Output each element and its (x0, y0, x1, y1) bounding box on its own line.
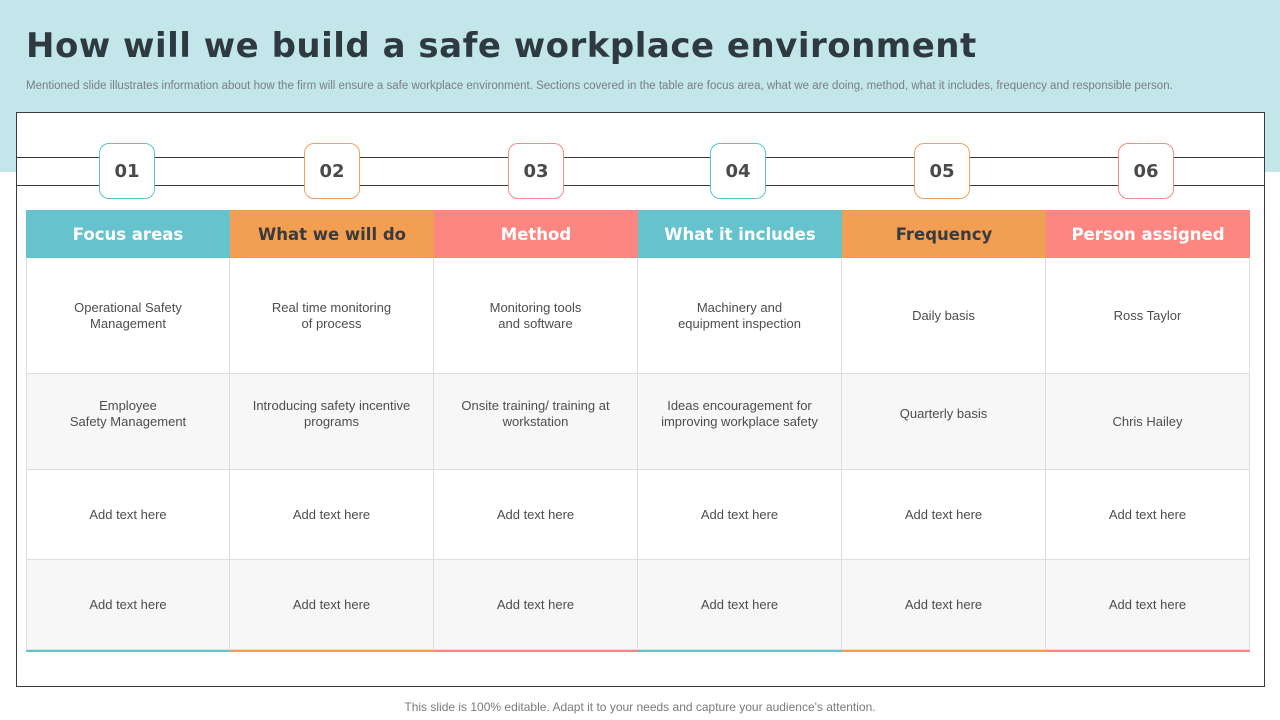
step-line-bottom (16, 185, 1265, 186)
table-cell: Monitoring tools and software (434, 258, 638, 374)
step-line-top (16, 157, 1265, 158)
step-badge-02: 02 (304, 143, 360, 199)
table-cell: Chris Hailey (1046, 374, 1250, 470)
table-cell: Daily basis (842, 258, 1046, 374)
table-cell: Employee Safety Management (26, 374, 230, 470)
table-cell: Add text here (26, 560, 230, 650)
table-cell: Ideas encouragement for improving workpl… (638, 374, 842, 470)
table-bottom-accent (26, 650, 1250, 652)
step-badge-03: 03 (508, 143, 564, 199)
table-cell: Add text here (434, 560, 638, 650)
table-row: Employee Safety Management Introducing s… (26, 374, 1250, 470)
header-focus-areas: Focus areas (26, 210, 230, 258)
header-person-assigned: Person assigned (1046, 210, 1250, 258)
table-row: Add text here Add text here Add text her… (26, 470, 1250, 560)
table-cell: Add text here (638, 470, 842, 560)
table-cell: Onsite training/ training at workstation (434, 374, 638, 470)
table-cell: Quarterly basis (842, 374, 1046, 470)
table-cell: Add text here (434, 470, 638, 560)
table-cell: Operational Safety Management (26, 258, 230, 374)
table-header-row: Focus areas What we will do Method What … (26, 210, 1250, 258)
table-cell: Add text here (230, 470, 434, 560)
step-badge-06: 06 (1118, 143, 1174, 199)
table-cell: Add text here (638, 560, 842, 650)
header-method: Method (434, 210, 638, 258)
table-row: Operational Safety Management Real time … (26, 258, 1250, 374)
table-cell: Real time monitoring of process (230, 258, 434, 374)
header-frequency: Frequency (842, 210, 1046, 258)
workplace-safety-table: Focus areas What we will do Method What … (26, 210, 1250, 652)
table-cell: Introducing safety incentive programs (230, 374, 434, 470)
header-what-it-includes: What it includes (638, 210, 842, 258)
footer-note: This slide is 100% editable. Adapt it to… (404, 700, 876, 714)
step-badge-04: 04 (710, 143, 766, 199)
step-badge-01: 01 (99, 143, 155, 199)
table-cell: Add text here (842, 470, 1046, 560)
table-row: Add text here Add text here Add text her… (26, 560, 1250, 650)
header-what-we-will-do: What we will do (230, 210, 434, 258)
table-cell: Add text here (26, 470, 230, 560)
table-cell: Ross Taylor (1046, 258, 1250, 374)
page-title: How will we build a safe workplace envir… (26, 26, 977, 66)
table-cell: Add text here (230, 560, 434, 650)
page-subtitle: Mentioned slide illustrates information … (26, 80, 1173, 92)
table-cell: Add text here (1046, 560, 1250, 650)
table-cell: Add text here (842, 560, 1046, 650)
table-cell: Add text here (1046, 470, 1250, 560)
table-cell: Machinery and equipment inspection (638, 258, 842, 374)
step-badge-05: 05 (914, 143, 970, 199)
